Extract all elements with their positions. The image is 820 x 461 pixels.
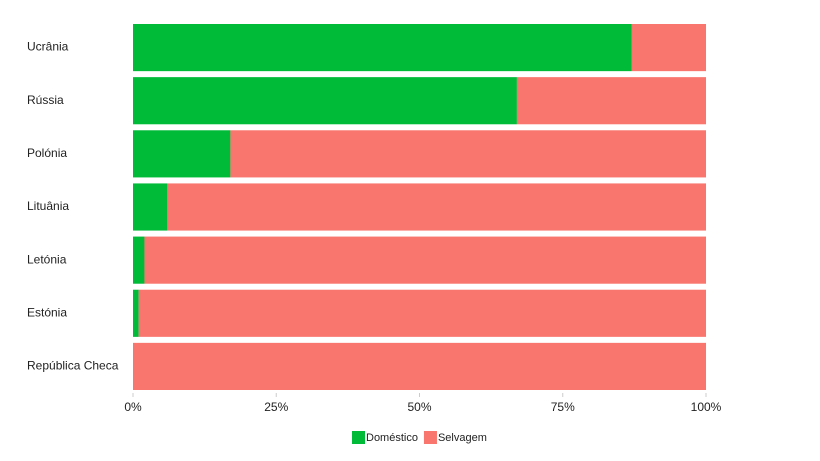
x-tick-label: 0% (124, 400, 142, 414)
y-tick-label: Letónia (27, 252, 67, 266)
bar-segment (133, 236, 145, 284)
x-tick-label: 75% (551, 400, 575, 414)
bar-segment (133, 342, 706, 390)
bar-segment (133, 130, 231, 178)
bar-segment (133, 289, 139, 337)
bar-segment (144, 236, 706, 284)
y-tick-label: Ucrânia (27, 40, 69, 54)
legend-swatch (352, 431, 365, 444)
y-tick-label: República Checa (27, 359, 119, 373)
y-tick-label: Polónia (27, 146, 67, 160)
bar-segment (138, 289, 707, 337)
bar-segment (230, 130, 706, 178)
x-tick-label: 50% (407, 400, 431, 414)
bar-segment (133, 24, 632, 72)
bar-segment (133, 183, 168, 231)
x-tick-label: 100% (691, 400, 722, 414)
y-tick-label: Rússia (27, 93, 64, 107)
bar-segment (133, 77, 517, 125)
legend-label: Selvagem (438, 432, 487, 444)
bar-segment (516, 77, 706, 125)
x-tick-label: 25% (264, 400, 288, 414)
bar-segment (167, 183, 706, 231)
y-tick-label: Estónia (27, 305, 67, 319)
legend-label: Doméstico (366, 432, 418, 444)
bar-segment (631, 24, 706, 72)
legend-swatch (423, 431, 437, 444)
y-tick-label: Lituânia (27, 199, 69, 213)
